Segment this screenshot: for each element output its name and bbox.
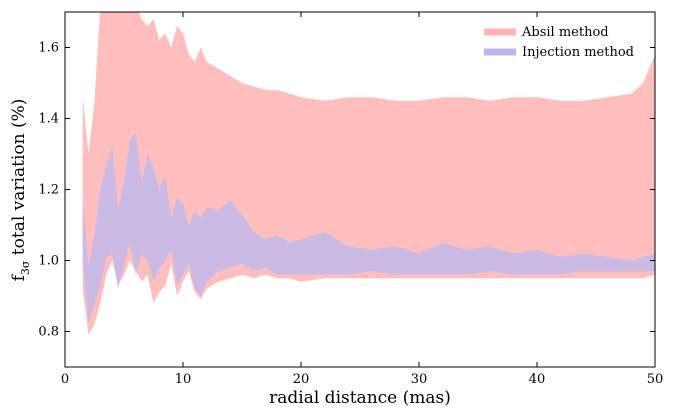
x-axis-label: radial distance (mas) xyxy=(269,388,451,408)
x-axis: 0 10 20 30 40 50 xyxy=(61,12,663,387)
x-tick-label: 10 xyxy=(175,372,192,387)
legend-label-injection: Injection method xyxy=(522,45,634,60)
x-tick-label: 20 xyxy=(293,372,310,387)
legend: Absil method Injection method xyxy=(484,25,634,60)
x-tick-label: 30 xyxy=(411,372,428,387)
plot-area xyxy=(82,12,655,335)
y-axis: 0.8 1.0 1.2 1.4 1.6 xyxy=(38,41,655,340)
y-tick-label: 1.2 xyxy=(38,183,59,198)
x-tick-label: 50 xyxy=(647,372,664,387)
y-tick-label: 0.8 xyxy=(38,325,59,340)
series-band-injection xyxy=(82,132,655,325)
legend-label-absil: Absil method xyxy=(521,25,609,40)
x-tick-label: 0 xyxy=(61,372,69,387)
y-axis-label: f3σ total variation (%) xyxy=(9,99,32,282)
x-tick-label: 40 xyxy=(529,372,546,387)
y-tick-label: 1.6 xyxy=(38,41,59,56)
y-tick-label: 1.4 xyxy=(38,112,59,127)
y-tick-label: 1.0 xyxy=(38,254,59,269)
